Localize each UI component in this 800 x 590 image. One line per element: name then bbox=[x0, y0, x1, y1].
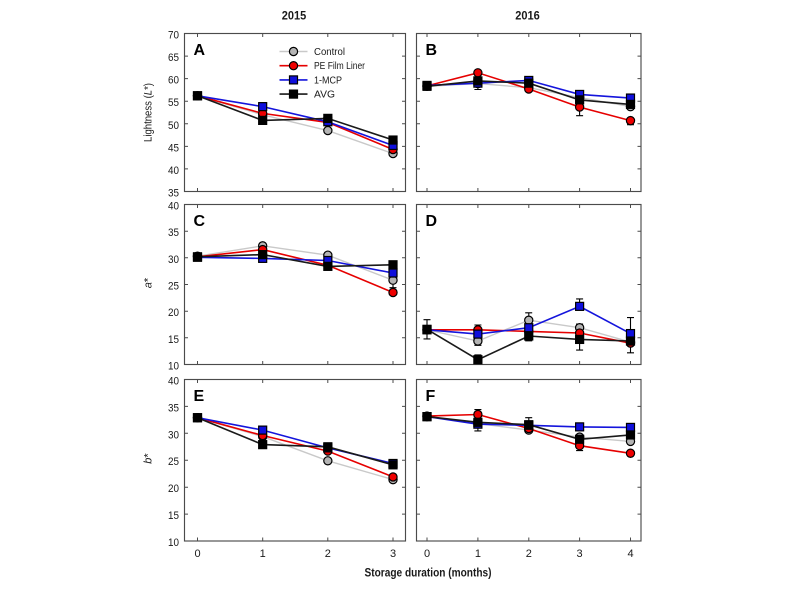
svg-text:50: 50 bbox=[168, 120, 179, 132]
svg-text:20: 20 bbox=[168, 483, 179, 495]
svg-text:30: 30 bbox=[168, 429, 179, 441]
svg-text:3: 3 bbox=[390, 548, 396, 560]
svg-text:2: 2 bbox=[526, 548, 532, 560]
svg-text:F: F bbox=[426, 388, 436, 405]
svg-text:2016: 2016 bbox=[515, 11, 540, 23]
svg-text:10: 10 bbox=[168, 361, 179, 373]
svg-text:30: 30 bbox=[168, 254, 179, 266]
svg-text:15: 15 bbox=[168, 510, 179, 522]
svg-text:55: 55 bbox=[168, 97, 179, 109]
svg-text:a*: a* bbox=[143, 277, 155, 288]
svg-text:25: 25 bbox=[168, 281, 179, 293]
svg-text:1: 1 bbox=[475, 548, 481, 560]
svg-text:4: 4 bbox=[627, 548, 633, 560]
svg-text:10: 10 bbox=[168, 537, 179, 549]
svg-text:15: 15 bbox=[168, 334, 179, 346]
svg-text:65: 65 bbox=[168, 52, 179, 64]
svg-text:35: 35 bbox=[168, 402, 179, 414]
svg-text:35: 35 bbox=[168, 188, 179, 200]
svg-text:Control: Control bbox=[314, 46, 345, 58]
svg-text:3: 3 bbox=[577, 548, 583, 560]
svg-text:40: 40 bbox=[168, 201, 179, 213]
svg-text:Storage duration (months): Storage duration (months) bbox=[365, 566, 492, 580]
svg-text:60: 60 bbox=[168, 75, 179, 87]
svg-text:A: A bbox=[194, 42, 206, 59]
svg-text:D: D bbox=[426, 213, 438, 230]
svg-text:70: 70 bbox=[168, 30, 179, 42]
svg-text:1: 1 bbox=[260, 548, 266, 560]
svg-text:40: 40 bbox=[168, 165, 179, 177]
svg-text:AVG: AVG bbox=[314, 89, 335, 101]
svg-text:1-MCP: 1-MCP bbox=[314, 74, 342, 86]
svg-text:E: E bbox=[194, 388, 205, 405]
svg-text:B: B bbox=[426, 42, 438, 59]
svg-text:35: 35 bbox=[168, 227, 179, 239]
svg-text:b*: b* bbox=[143, 453, 155, 464]
svg-text:40: 40 bbox=[168, 376, 179, 388]
svg-text:2: 2 bbox=[325, 548, 331, 560]
svg-text:0: 0 bbox=[194, 548, 200, 560]
svg-text:25: 25 bbox=[168, 456, 179, 468]
svg-text:2015: 2015 bbox=[282, 11, 307, 23]
svg-text:PE Film Liner: PE Film Liner bbox=[314, 60, 365, 72]
svg-text:C: C bbox=[194, 213, 206, 230]
svg-text:45: 45 bbox=[168, 142, 179, 154]
svg-text:Lightness (L*): Lightness (L*) bbox=[143, 83, 155, 142]
svg-text:20: 20 bbox=[168, 307, 179, 319]
svg-text:0: 0 bbox=[424, 548, 430, 560]
